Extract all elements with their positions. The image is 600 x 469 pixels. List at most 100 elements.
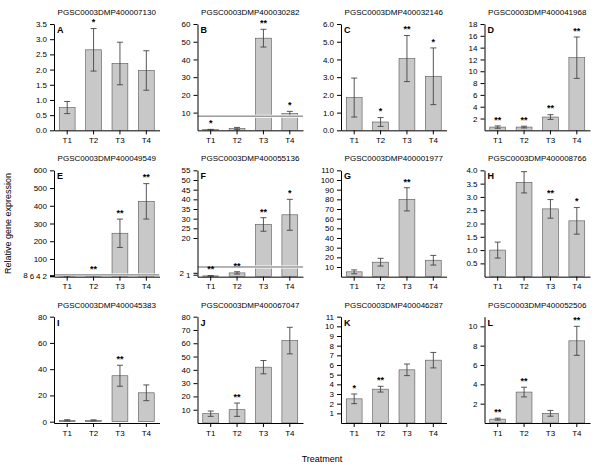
plot-area: [490, 37, 585, 130]
x-tick-mark: [524, 277, 525, 281]
y-tick-mark: [194, 357, 198, 358]
y-tick-label: 20: [38, 391, 47, 400]
x-axis: T1T2T3T4: [55, 130, 161, 145]
x-tick-mark: [146, 277, 147, 281]
x-tick-mark: [497, 130, 498, 134]
y-tick-mark: [50, 317, 54, 318]
y-tick-label: 20: [182, 234, 191, 243]
y-axis: 122025303540455055: [180, 166, 198, 279]
y-tick: 18: [469, 20, 485, 29]
significance-label: **: [573, 315, 581, 325]
y-tick-mark: [194, 190, 198, 191]
y-tick: 2: [473, 115, 484, 124]
error-bar: [143, 385, 149, 401]
significance-label: *: [352, 383, 356, 393]
error-bar: [378, 118, 384, 127]
y-tick: 2.5: [36, 50, 54, 59]
plot-area: [198, 29, 304, 130]
y-tick-label: 1.5: [36, 81, 48, 90]
y-tick-mark: [481, 184, 485, 185]
x-axis: T1T2T3T4: [198, 423, 304, 438]
y-tick-label: 35: [182, 205, 191, 214]
y-axis-line: [198, 171, 199, 277]
panel: 24681012141618T1T2T3T4********PGSC0003DM…: [469, 8, 591, 145]
y-tick: 1.0: [323, 109, 341, 118]
y-tick: 1: [186, 271, 197, 280]
panel-title: PGSC0003DMP400055136: [201, 154, 300, 163]
y-tick: 6: [473, 91, 484, 100]
y-tick-label: 60: [182, 20, 191, 29]
y-tick: 50: [182, 353, 198, 362]
y-tick-label: 2.0: [466, 220, 478, 229]
significance-label: **: [116, 354, 124, 364]
y-tick: 40: [182, 56, 198, 65]
y-tick-mark: [337, 336, 341, 337]
significance-label: **: [143, 172, 151, 182]
x-tick-label: T4: [572, 429, 582, 438]
x-tick-mark: [93, 130, 94, 134]
significance-label: **: [521, 376, 529, 386]
y-tick-mark: [50, 224, 54, 225]
y-tick: 0.5: [466, 259, 484, 268]
bar: [516, 127, 532, 130]
x-tick-label: T4: [572, 282, 582, 291]
y-tick-mark: [337, 257, 341, 258]
x-tick: T2: [232, 130, 242, 145]
y-tick-mark: [481, 346, 485, 347]
x-axis: T1T2T3T4: [485, 423, 591, 438]
error-bar: [208, 129, 214, 130]
y-axis: 102030405060708090100110: [321, 166, 342, 277]
y-tick-mark: [481, 384, 485, 385]
y-tick: 2.0: [323, 91, 341, 100]
x-tick-label: T2: [519, 282, 529, 291]
x-axis: T1T2T3T4: [342, 423, 448, 438]
panel-title: PGSC0003DMP400001977: [345, 154, 444, 163]
y-axis-line: [485, 317, 486, 423]
x-tick-mark: [119, 423, 120, 427]
x-axis: T1T2T3T4: [342, 130, 448, 145]
y-tick-label: 50: [325, 224, 334, 233]
y-tick-mark: [50, 241, 54, 242]
y-tick-mark: [337, 130, 341, 131]
panel-title: PGSC0003DMP400049549: [58, 154, 157, 163]
y-tick: 4: [36, 272, 54, 281]
error-bar: [117, 219, 123, 247]
y-tick: 2: [43, 272, 54, 281]
y-tick-label: 50: [182, 38, 191, 47]
panel-label: K: [344, 318, 351, 328]
y-tick-label: 90: [325, 186, 334, 195]
panel-label: A: [57, 25, 64, 35]
panel-label: L: [488, 318, 494, 328]
x-tick-mark: [119, 277, 120, 281]
plot-area: [54, 184, 160, 277]
y-tick: 55: [182, 166, 198, 175]
y-tick-mark: [194, 343, 198, 344]
axis-break-line: [198, 116, 304, 117]
error-bar: [208, 411, 214, 416]
bar: [256, 224, 272, 276]
y-tick-mark: [194, 228, 198, 229]
y-tick-label: 0.0: [323, 126, 335, 135]
y-tick-label: 500: [34, 184, 48, 193]
y-tick: 2: [180, 269, 198, 278]
y-tick-label: 80: [182, 313, 191, 322]
panel-title: PGSC0003DMP400007130: [58, 8, 157, 17]
x-tick-mark: [263, 130, 264, 134]
x-tick-label: T4: [429, 282, 439, 291]
error-bar: [495, 126, 501, 128]
y-tick-label: 30: [325, 244, 334, 253]
y-tick: 4.0: [323, 56, 341, 65]
x-tick-label: T1: [493, 429, 503, 438]
y-tick-mark: [337, 170, 341, 171]
panel-label: E: [57, 171, 63, 181]
y-tick-label: 40: [182, 195, 191, 204]
bar: [256, 367, 272, 423]
y-tick-label: 110: [321, 166, 334, 175]
panel-label: I: [57, 318, 60, 328]
y-tick: 3.0: [323, 73, 341, 82]
x-tick: T4: [285, 423, 295, 438]
y-tick: 80: [38, 313, 54, 322]
x-axis-line: [198, 130, 304, 131]
error-bar: [430, 48, 436, 105]
significance-label: **: [234, 261, 242, 271]
